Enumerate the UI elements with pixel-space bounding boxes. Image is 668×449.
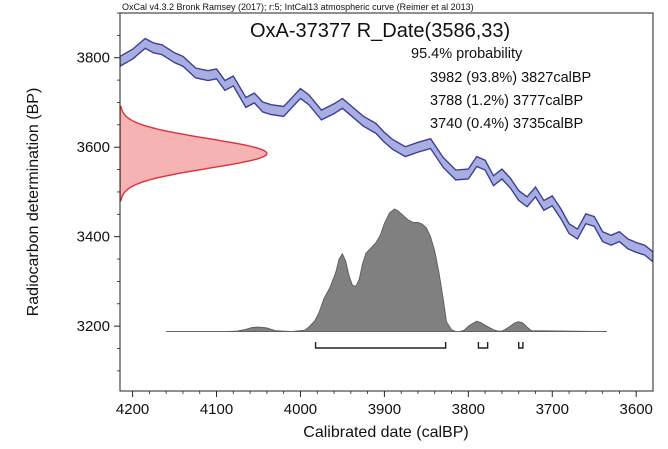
x-axis-title: Calibrated date (calBP) <box>303 424 468 441</box>
x-tick-label: 4100 <box>200 401 233 418</box>
y-tick-label: 3400 <box>77 229 110 246</box>
posterior-distribution <box>166 208 607 332</box>
hpd-range-3 <box>518 342 524 349</box>
x-tick-label: 3800 <box>452 401 485 418</box>
x-axis: 4200 4100 4000 3900 3800 3700 3600 <box>116 391 653 418</box>
measurement-distribution <box>120 105 268 202</box>
range-line-1: 3982 (93.8%) 3827calBP <box>430 70 591 86</box>
y-tick-label: 3600 <box>77 139 110 156</box>
plot-contents <box>120 37 653 349</box>
hpd-range-1 <box>314 342 447 349</box>
x-tick-label: 4200 <box>116 401 149 418</box>
header-info: OxCal v4.3.2 Bronk Ramsey (2017); r:5; I… <box>122 2 474 12</box>
hpd-range-brackets <box>314 342 524 349</box>
plot-area <box>120 37 653 349</box>
y-tick-label: 3200 <box>77 318 110 335</box>
result-title: OxA-37377 R_Date(3586,33) <box>250 20 510 42</box>
calibration-curve-band <box>120 37 653 263</box>
x-tick-label: 3900 <box>368 401 401 418</box>
x-tick-label: 3700 <box>536 401 569 418</box>
x-tick-label: 4000 <box>284 401 317 418</box>
x-tick-label: 3600 <box>620 401 653 418</box>
y-tick-label: 3800 <box>77 50 110 67</box>
range-line-3: 3740 (0.4%) 3735calBP <box>430 116 583 132</box>
hpd-range-2 <box>477 342 489 349</box>
range-line-2: 3788 (1.2%) 3777calBP <box>430 93 583 109</box>
probability-heading: 95.4% probability <box>411 46 523 62</box>
plot-frame <box>119 12 654 392</box>
y-axis: 3200 3400 3600 3800 <box>77 12 120 372</box>
y-axis-title: Radiocarbon determination (BP) <box>25 88 42 317</box>
